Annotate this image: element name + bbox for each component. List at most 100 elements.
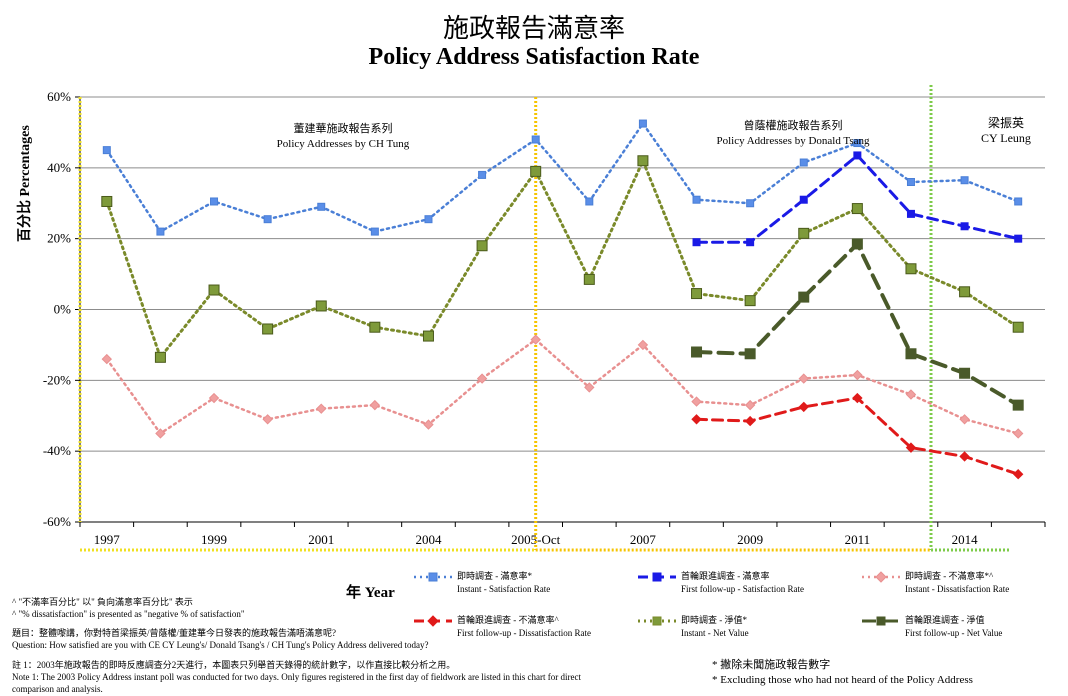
- x-tick-label: 2004: [415, 532, 442, 547]
- note-dissatisfaction-zh: ^ "不滿率百分比" 以" 負向滿意率百分比" 表示: [12, 597, 193, 607]
- footnote-zh: 註 1：2003年施政報告的即時反應調查分2天進行，本圖表只列舉首天錄得的統計數…: [12, 660, 456, 670]
- x-tick-label: 2001: [308, 532, 334, 547]
- segment-label-tung-en: Policy Addresses by CH Tung: [276, 138, 410, 150]
- exclusion-note-en: * Excluding those who had not heard of t…: [712, 674, 973, 686]
- y-tick-label: -20%: [43, 372, 71, 387]
- series-3: [691, 392, 1024, 480]
- legend-item-followup-net: 首輪跟進調查 - 淨值 First follow-up - Net Value: [860, 614, 1010, 650]
- legend-label-zh: 首輪跟進調查 - 淨值: [905, 615, 985, 625]
- legend-swatch-icon: [862, 571, 900, 583]
- data-point: [905, 389, 917, 400]
- data-point: [798, 373, 809, 384]
- legend-label-en: Instant - Satisfaction Rate: [457, 584, 551, 594]
- legend-swatch-marker: [428, 572, 438, 582]
- legend-swatch-marker: [652, 572, 662, 582]
- data-point: [799, 195, 808, 204]
- data-point: [1012, 321, 1024, 333]
- y-tick-label: 60%: [47, 89, 71, 104]
- data-point: [530, 165, 542, 177]
- data-point: [906, 209, 915, 218]
- data-point: [424, 215, 433, 224]
- data-point: [531, 135, 540, 144]
- data-point: [1012, 468, 1024, 480]
- data-point: [851, 238, 863, 250]
- data-point: [853, 151, 862, 160]
- data-point: [370, 227, 379, 236]
- exclusion-note-zh: * 撇除未聞施政報告數字: [712, 659, 831, 671]
- legend-label-zh: 即時調查 - 淨值*: [681, 615, 747, 625]
- data-point: [798, 227, 810, 239]
- footnote-en-line2: comparison and analysis.: [12, 684, 103, 694]
- y-tick-label: -40%: [43, 443, 71, 458]
- data-point: [155, 428, 166, 439]
- data-point: [905, 442, 917, 453]
- segment-label-tung: 董建華施政報告系列 Policy Addresses by CH Tung: [243, 122, 443, 152]
- data-point: [905, 263, 917, 275]
- legend-swatch-marker: [876, 616, 886, 626]
- data-point: [852, 392, 863, 404]
- series-line: [105, 156, 1020, 361]
- series-line: [695, 153, 1020, 244]
- legend-item-instant-net: 即時調查 - 淨值* Instant - Net Value: [636, 614, 786, 650]
- legend-label-en: Instant - Net Value: [681, 628, 749, 638]
- data-point: [851, 203, 863, 215]
- data-point: [637, 339, 649, 351]
- chart-title-english: Policy Address Satisfaction Rate: [368, 44, 700, 70]
- series-4: [101, 155, 1024, 363]
- legend-swatch-icon: [414, 615, 452, 627]
- data-point: [959, 451, 970, 462]
- data-point: [263, 215, 272, 224]
- legend-item-instant-satisfaction: 即時調查 - 滿意率* Instant - Satisfaction Rate: [412, 570, 562, 606]
- data-point: [852, 369, 863, 381]
- legend-swatch-marker: [875, 571, 887, 583]
- legend-label-zh: 即時調查 - 不滿意率*^: [905, 571, 994, 581]
- segment-label-tsang-en: Policy Addresses by Donald Tsang: [716, 135, 870, 147]
- series-line: [105, 338, 1020, 436]
- legend-swatch-marker: [652, 616, 662, 626]
- data-point: [316, 403, 327, 414]
- data-point: [746, 238, 755, 247]
- data-point: [744, 399, 756, 411]
- data-point: [208, 284, 220, 296]
- legend-item-instant-dissatisfaction: 即時調查 - 不滿意率*^ Instant - Dissatisfaction R…: [860, 570, 1010, 606]
- data-point: [959, 367, 971, 379]
- segment-label-tung-zh: 董建華施政報告系列: [293, 123, 393, 135]
- data-point: [744, 348, 756, 360]
- data-point: [369, 321, 381, 333]
- x-tick-label: 1997: [94, 532, 121, 547]
- legend-label-zh: 首輪跟進調查 - 滿意率: [681, 571, 770, 581]
- question-zh: 題目：整體嚟講，你對特首梁振英/曾蔭權/董建華今日發表的施政報告滿唔滿意呢?: [12, 628, 336, 638]
- data-point: [959, 286, 971, 298]
- data-point: [317, 202, 326, 211]
- legend-swatch-icon: [638, 572, 676, 582]
- data-point: [585, 197, 594, 206]
- data-point: [798, 401, 809, 413]
- data-point: [422, 330, 434, 342]
- legend-swatch-icon: [414, 572, 452, 582]
- data-point: [1012, 399, 1024, 411]
- segment-label-leung-en: CY Leung: [981, 131, 1031, 145]
- x-tick-label: 2011: [845, 532, 871, 547]
- question-en: Question: How satisfied are you with CE …: [12, 640, 429, 650]
- x-tick-label: 2007: [630, 532, 657, 547]
- data-point: [906, 178, 915, 186]
- data-point: [799, 158, 808, 167]
- data-point: [1014, 197, 1023, 206]
- data-point: [691, 346, 703, 358]
- data-point: [691, 396, 702, 407]
- data-point: [101, 195, 113, 207]
- data-point: [156, 227, 165, 236]
- series-0: [102, 119, 1023, 236]
- data-point: [262, 414, 273, 425]
- data-point: [423, 419, 434, 430]
- legend-label-en: First follow-up - Dissatisfaction Rate: [457, 628, 591, 638]
- y-tick-label: 40%: [47, 160, 71, 175]
- footnote-en-line1: Note 1: The 2003 Policy Address instant …: [12, 672, 581, 682]
- legend-label-en: First follow-up - Satisfaction Rate: [681, 584, 804, 594]
- data-point: [692, 238, 701, 247]
- data-point: [584, 382, 595, 393]
- legend-item-followup-dissatisfaction: 首輪跟進調查 - 不滿意率^ First follow-up - Dissatis…: [412, 614, 591, 650]
- legend-label-zh: 首輪跟進調查 - 不滿意率^: [457, 615, 559, 625]
- data-point: [960, 222, 969, 231]
